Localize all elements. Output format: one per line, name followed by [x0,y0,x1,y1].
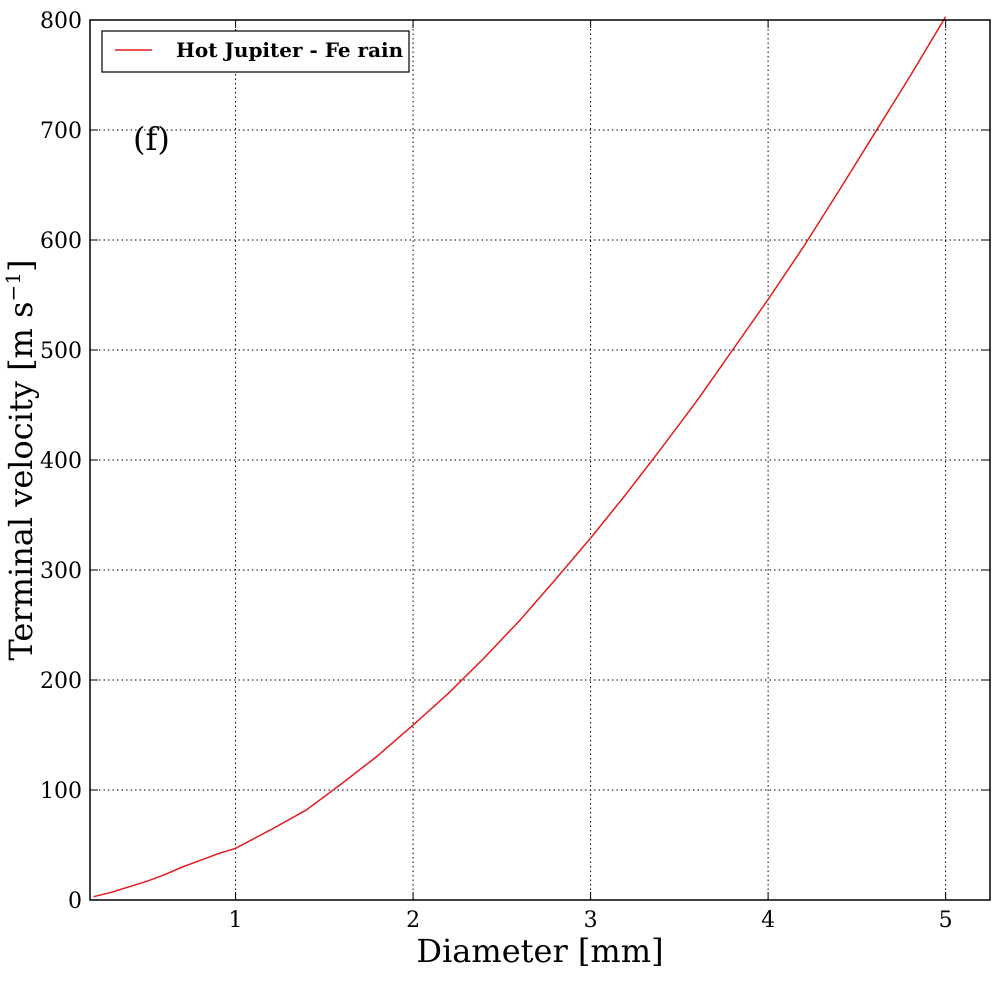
y-tick-label: 600 [40,229,82,254]
y-tick-label: 300 [40,559,82,584]
y-axis-title-close: ] [2,260,40,272]
grid [90,20,990,900]
y-axis-title-main: Terminal velocity [m s [2,302,40,661]
legend-label-hot-jupiter: Hot Jupiter - Fe rain [176,38,404,62]
x-tick-label: 3 [584,908,598,933]
x-axis-title: Diameter [mm] [416,932,663,970]
x-tick-label: 2 [406,908,420,933]
y-tick-label: 200 [40,669,82,694]
y-tick-label: 100 [40,779,82,804]
panel-label: (f) [133,120,170,158]
y-tick-label: 800 [40,9,82,34]
x-tick-label: 5 [939,908,953,933]
series-layer [93,16,947,898]
y-tick-label: 0 [68,889,82,914]
y-axis-title-superscript: −1 [1,272,25,301]
y-axis-title: Terminal velocity [m s−1] [1,260,40,661]
tick-labels-layer: 1 2 3 4 5 0 100 200 300 400 500 600 700 800 [40,9,953,933]
ticks-layer [90,19,990,901]
y-tick-label: 500 [40,339,82,364]
legend: Hot Jupiter - Fe rain [101,30,410,73]
x-tick-label: 4 [761,908,775,933]
legend-box [101,30,410,73]
series-line-hot-jupiter [93,16,947,898]
y-tick-label: 400 [40,449,82,474]
y-tick-label: 700 [40,119,82,144]
x-tick-label: 1 [229,908,243,933]
